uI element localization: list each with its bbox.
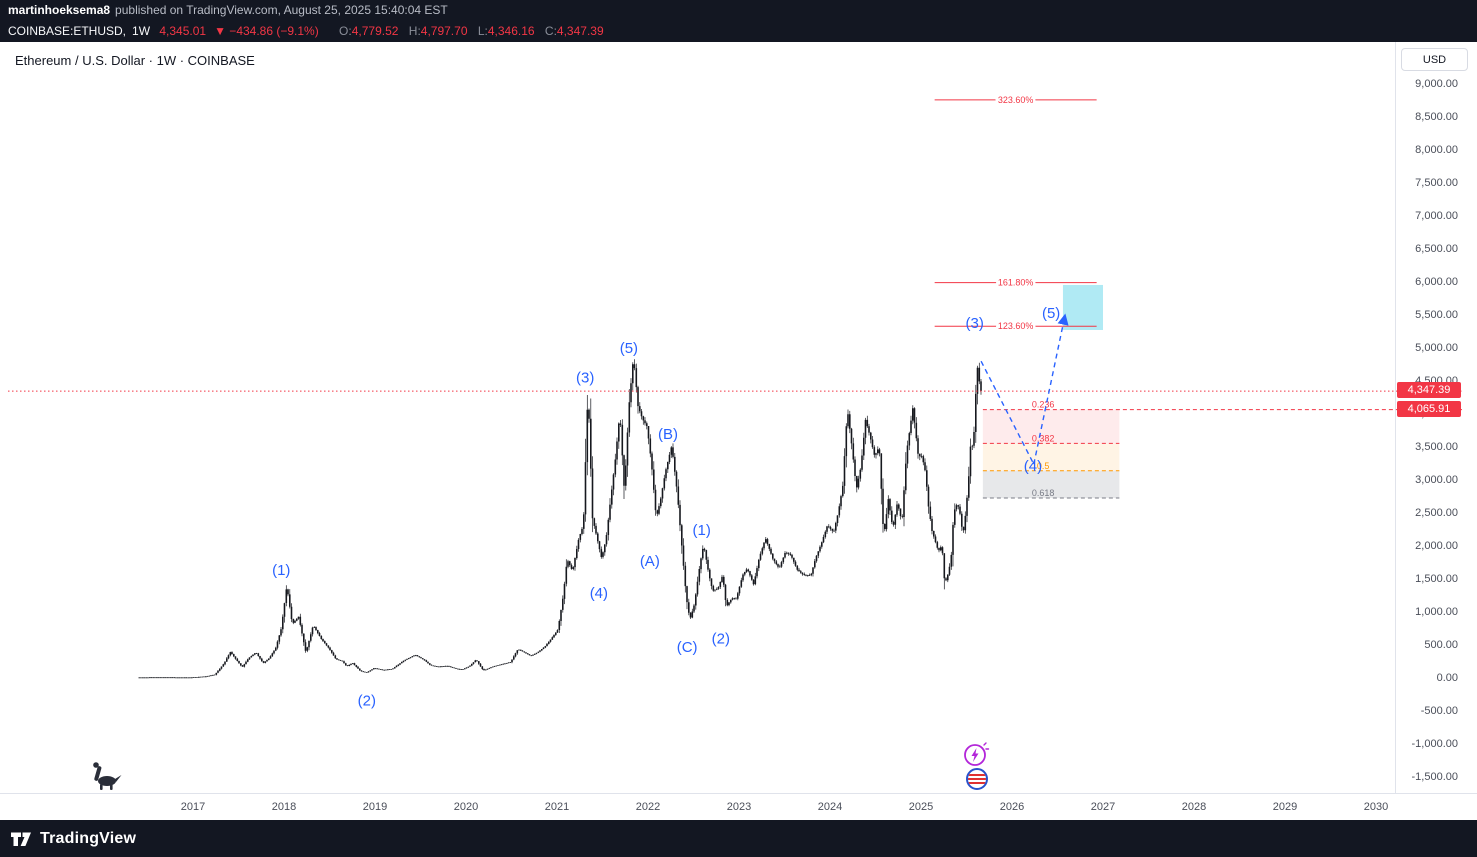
symbol-quote-bar: COINBASE:ETHUSD, 1W 4,345.01 ▼ −434.86 (−9… [0, 21, 1477, 42]
price-tick-label: 0.00 [1436, 672, 1458, 684]
year-tick-label: 2024 [817, 801, 843, 813]
low-label: L: [477, 24, 488, 38]
price-tick-label: 8,000.00 [1415, 144, 1458, 156]
high-label: H: [408, 24, 421, 38]
price-tick-label: 7,000.00 [1415, 210, 1458, 222]
price-tick-label: 2,000.00 [1415, 540, 1458, 552]
price-tick-label: 6,000.00 [1415, 276, 1458, 288]
price-axis[interactable]: USD 9,000.00 8,500.00 8,000.00 7,500.00 7,00… [1395, 42, 1477, 793]
interval-label[interactable]: 1W [132, 24, 151, 38]
close-value: 4,347.39 [556, 24, 604, 38]
year-tick-label: 2020 [453, 801, 479, 813]
price-tick-label: 1,000.00 [1415, 606, 1458, 618]
high-value: 4,797.70 [420, 24, 468, 38]
price-tick-label: 6,500.00 [1415, 243, 1458, 255]
tradingview-logo-icon[interactable] [10, 828, 32, 850]
dinosaur-sticker-icon[interactable] [86, 758, 122, 799]
close-label: C: [544, 24, 557, 38]
price-tick-label: 7,500.00 [1415, 177, 1458, 189]
year-tick-label: 2023 [726, 801, 752, 813]
publish-info: published on TradingView.com, August 25,… [115, 3, 448, 17]
price-tick-label: 9,000.00 [1415, 78, 1458, 90]
year-tick-label: 2021 [544, 801, 570, 813]
lightning-circle-icon[interactable] [962, 740, 990, 773]
fib-level-price-badge: 4,065.91 [1397, 400, 1461, 417]
price-tick-label: 8,500.00 [1415, 111, 1458, 123]
symbol-name[interactable]: COINBASE:ETHUSD, [8, 24, 127, 38]
price-tick-label: 2,500.00 [1415, 507, 1458, 519]
publisher-username[interactable]: martinhoeksema8 [8, 3, 111, 17]
chart-title: Ethereum / U.S. Dollar · 1W · COINBASE [15, 53, 255, 68]
chart-plot-area[interactable] [0, 42, 1477, 793]
price-tick-label: -1,500.00 [1411, 771, 1458, 783]
last-price: 4,345.01 [159, 24, 207, 38]
publish-bar: martinhoeksema8 published on TradingView.… [0, 0, 1477, 21]
currency-toggle-button[interactable]: USD [1401, 48, 1468, 71]
year-tick-label: 2017 [180, 801, 206, 813]
price-tick-label: 5,500.00 [1415, 309, 1458, 321]
footer-brand[interactable]: TradingView [40, 829, 137, 847]
price-change: ▼ −434.86 (−9.1%) [214, 24, 319, 38]
time-axis[interactable]: 2017 2018 2019 2020 2021 2022 2023 2024 2025 2026… [0, 793, 1477, 820]
year-tick-label: 2025 [908, 801, 934, 813]
low-value: 4,346.16 [487, 24, 535, 38]
price-tick-label: -500.00 [1420, 705, 1458, 717]
year-tick-label: 2022 [635, 801, 661, 813]
year-tick-label: 2019 [362, 801, 388, 813]
year-tick-label: 2027 [1090, 801, 1116, 813]
price-tick-label: 5,000.00 [1415, 342, 1458, 354]
open-value: 4,779.52 [351, 24, 399, 38]
open-label: O: [339, 24, 352, 38]
year-tick-label: 2018 [271, 801, 297, 813]
price-tick-label: 500.00 [1424, 639, 1458, 651]
year-tick-label: 2028 [1181, 801, 1207, 813]
footer-bar: TradingView [0, 820, 1477, 857]
last-price-badge: 4,347.39 [1397, 382, 1461, 399]
price-tick-label: 1,500.00 [1415, 573, 1458, 585]
year-tick-label: 2026 [999, 801, 1025, 813]
year-tick-label: 2029 [1272, 801, 1298, 813]
price-tick-label: 3,000.00 [1415, 474, 1458, 486]
year-tick-label: 2030 [1363, 801, 1389, 813]
price-tick-label: 3,500.00 [1415, 441, 1458, 453]
price-tick-label: -1,000.00 [1411, 738, 1458, 750]
striped-globe-icon[interactable] [964, 766, 990, 797]
